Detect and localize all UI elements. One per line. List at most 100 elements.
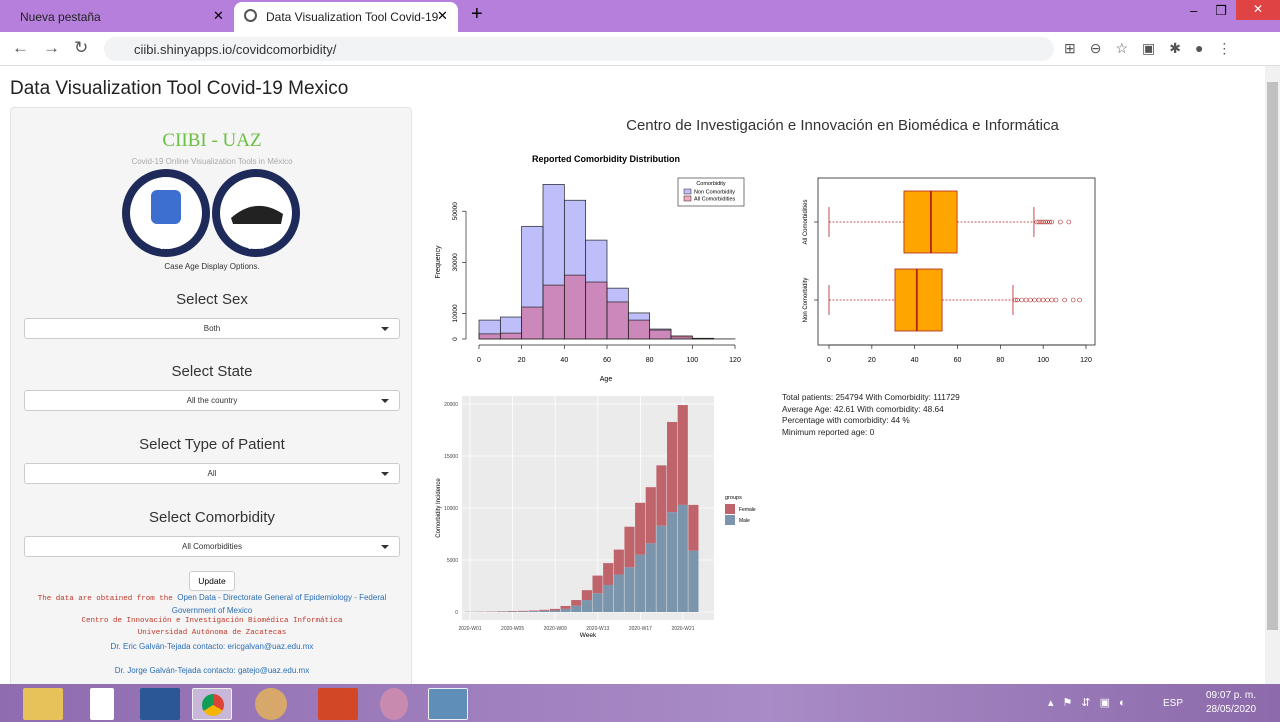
- bar: [542, 284, 565, 340]
- sidebar: CIIBI - UAZ Covid-19 Online Visualizatio…: [10, 107, 412, 697]
- app-chrome[interactable]: [192, 688, 232, 720]
- url-field[interactable]: ciibi.shinyapps.io/covidcomorbidity/: [104, 37, 1054, 61]
- x-tick-label: 120: [1080, 357, 1092, 364]
- x-tick-label: 20: [868, 357, 876, 364]
- legend-label: Non Comorbidity: [694, 190, 735, 196]
- select[interactable]: All: [24, 463, 400, 484]
- legend-label: Male: [739, 518, 750, 524]
- bar: [521, 306, 544, 340]
- outlier: [1036, 297, 1042, 303]
- source-text: The data are obtained from the: [37, 595, 173, 603]
- legend-swatch: [725, 515, 735, 525]
- tab-close[interactable]: ✕: [213, 8, 224, 23]
- app-photos[interactable]: [428, 688, 468, 720]
- x-tick-label: 100: [1037, 357, 1049, 364]
- clock[interactable]: 09:07 p. m. 28/05/2020: [1196, 689, 1266, 717]
- legend-label: Female: [739, 507, 756, 513]
- bar-segment: [677, 504, 688, 612]
- x-axis-label: Age: [600, 376, 613, 383]
- x-tick-label: 2020-W01: [458, 626, 481, 632]
- bar: [649, 329, 672, 340]
- window-close[interactable]: ✕: [1236, 0, 1280, 20]
- legend-title: groups: [725, 495, 742, 501]
- source: The data are obtained from the Open Data…: [21, 592, 403, 617]
- outlier: [1053, 297, 1059, 303]
- tagline: Covid-19 Online Visualization Tools in M…: [131, 157, 293, 166]
- update-button[interactable]: Update: [189, 571, 235, 591]
- bar: [585, 281, 608, 340]
- bar-segment: [635, 502, 646, 555]
- nav-buttons[interactable]: ←→↻: [12, 38, 103, 57]
- input-label: Select Comorbidity: [149, 509, 275, 526]
- y-axis-label: Comorbidity Incidence: [436, 478, 442, 538]
- app-other[interactable]: [380, 688, 408, 720]
- x-tick-label: 2020-W09: [544, 626, 567, 632]
- bar-segment: [571, 600, 582, 606]
- x-tick-label: 80: [996, 357, 1004, 364]
- outlier: [1032, 297, 1037, 303]
- date: 28/05/2020: [1205, 704, 1257, 715]
- app-word[interactable]: [140, 688, 180, 720]
- tab[interactable]: Nueva pestaña: [20, 10, 101, 24]
- x-tick-label: 2020-W13: [586, 626, 609, 632]
- bar-segment: [571, 605, 582, 612]
- outlier: [1023, 297, 1029, 303]
- new-tab[interactable]: +: [471, 3, 483, 25]
- app-paint[interactable]: [255, 688, 287, 720]
- outlier: [1028, 297, 1033, 303]
- stat-line: Total patients: 254794 With Comorbidity:…: [782, 392, 960, 402]
- y-tick-label: 50000: [452, 202, 459, 220]
- x-tick-label: 2020-W21: [671, 626, 694, 632]
- tab-active[interactable]: Data Visualization Tool Covid-19: [234, 2, 458, 32]
- category-label: All Comorbidities: [803, 199, 809, 244]
- tab-close[interactable]: ✕: [437, 8, 448, 23]
- outlier: [1066, 219, 1072, 225]
- bar-segment: [613, 574, 624, 612]
- main-header: Centro de Investigación e Innovación en …: [626, 117, 1059, 134]
- x-tick-label: 100: [686, 357, 698, 364]
- source-link[interactable]: Open Data - Directorate General of Epide…: [171, 593, 387, 615]
- select[interactable]: Both: [24, 318, 400, 339]
- y-tick-label: 30000: [452, 253, 459, 271]
- outlier: [1047, 219, 1052, 225]
- institute: Centro de Innovación e Investigación Bio…: [81, 617, 343, 625]
- x-tick-label: 60: [603, 357, 611, 364]
- bar-segment: [517, 611, 529, 612]
- bar: [563, 274, 587, 340]
- bar-segment: [688, 504, 699, 551]
- x-tick-label: 40: [560, 357, 568, 364]
- stat-line: Minimum reported age: 0: [782, 426, 875, 437]
- toolbar-icons[interactable]: ⊞⊖☆▣✱●⋮: [1064, 40, 1246, 56]
- logos: CIIBI CIIAM: [122, 169, 300, 257]
- globe-icon: [244, 9, 257, 22]
- logo-text: CIIAM: [248, 245, 265, 251]
- x-axis-label: Week: [580, 632, 597, 639]
- scroll-thumb[interactable]: [1267, 82, 1278, 630]
- bar-segment: [677, 405, 688, 505]
- bar-segment: [635, 554, 646, 612]
- input-label: Select Type of Patient: [139, 436, 285, 453]
- bar-segment: [624, 567, 635, 612]
- tray-icons[interactable]: ▴⚑⇵▣◐: [1048, 697, 1135, 709]
- bar-segment: [549, 610, 561, 612]
- x-tick-label: 20: [518, 357, 526, 364]
- outlier: [1045, 297, 1050, 303]
- outlier: [1049, 297, 1055, 303]
- select[interactable]: All Comorbidities: [24, 536, 400, 557]
- time: 09:07 p. m.: [1205, 690, 1257, 701]
- outlier: [1019, 297, 1025, 303]
- legend-title: Comorbidity: [696, 181, 726, 187]
- app-notepad[interactable]: [90, 688, 114, 720]
- app-powerpoint[interactable]: [318, 688, 358, 720]
- y-tick-label: 10000: [444, 506, 458, 512]
- scrollbar: [1265, 66, 1280, 684]
- legend-swatch: [683, 195, 692, 202]
- select[interactable]: All the country: [24, 390, 400, 411]
- language[interactable]: ESP: [1163, 698, 1184, 709]
- y-tick-label: 15000: [444, 454, 458, 460]
- app-explorer[interactable]: [23, 688, 63, 720]
- window-controls[interactable]: –❐: [1190, 3, 1245, 18]
- tab-bar: Nueva pestaña ✕ Data Visualization Tool …: [0, 0, 1280, 32]
- bar-segment: [667, 421, 678, 513]
